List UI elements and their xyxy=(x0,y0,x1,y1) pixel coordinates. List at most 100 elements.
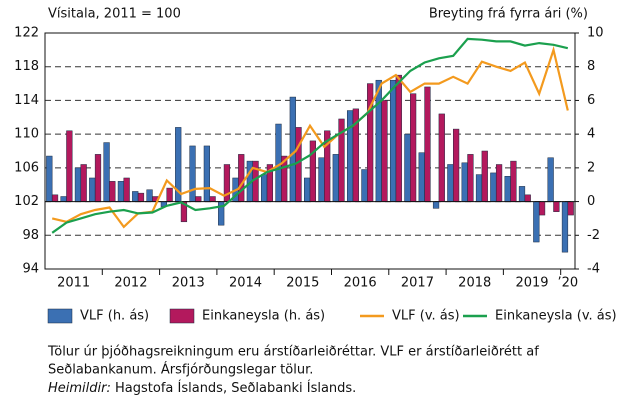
bar xyxy=(94,154,102,202)
bar xyxy=(375,79,382,202)
y-tick-label: 114 xyxy=(14,93,39,108)
y-tick-label: 94 xyxy=(22,262,39,277)
x-tick-label: ’20 xyxy=(557,276,578,291)
x-tick-label: 2017 xyxy=(401,276,434,291)
y2-tick-label: -2 xyxy=(587,228,600,243)
bar xyxy=(103,142,110,202)
bar xyxy=(117,181,125,202)
bar xyxy=(304,177,311,202)
bar xyxy=(518,186,526,202)
y2-axis-label: Breyting frá fyrra ári (%) xyxy=(429,7,588,22)
y-tick-label: 110 xyxy=(14,127,39,142)
bar xyxy=(318,157,325,202)
bar xyxy=(447,164,454,202)
bar xyxy=(504,176,511,202)
bar xyxy=(361,169,368,202)
bar xyxy=(238,154,245,202)
bar xyxy=(275,123,282,202)
y2-tick-label: 2 xyxy=(587,160,595,175)
bar xyxy=(461,162,468,202)
y2-tick-label: 8 xyxy=(587,59,595,74)
bar xyxy=(438,113,445,202)
bar xyxy=(475,174,483,202)
y-tick-label: 106 xyxy=(14,160,39,175)
y-tick-label: 98 xyxy=(22,228,39,243)
legend-label: Einkaneysla (v. ás) xyxy=(495,309,617,324)
bar xyxy=(389,79,397,202)
bar xyxy=(395,74,402,202)
bar xyxy=(524,194,531,202)
bar xyxy=(261,174,268,202)
legend-label: Einkaneysla (h. ás) xyxy=(202,309,325,324)
bar xyxy=(510,160,517,202)
bar xyxy=(89,177,96,202)
bar xyxy=(195,196,202,202)
y-tick-label: 102 xyxy=(14,194,39,209)
note: Seðlabankanum. Ársfjórðungslegar tölur. xyxy=(48,362,313,378)
legend-swatch xyxy=(169,308,195,324)
bar xyxy=(424,86,431,202)
bar xyxy=(289,96,296,202)
bar xyxy=(66,130,73,202)
y2-tick-label: 4 xyxy=(587,127,595,142)
legend-swatch xyxy=(47,308,73,324)
bar xyxy=(553,201,560,212)
bar xyxy=(189,145,196,202)
bar xyxy=(567,201,574,216)
x-tick-label: 2018 xyxy=(458,276,491,291)
y2-tick-label: 0 xyxy=(587,194,595,209)
bar xyxy=(410,93,417,202)
y-axis-label: Vísitala, 2011 = 100 xyxy=(48,7,181,22)
bar xyxy=(481,150,488,202)
bar xyxy=(561,201,569,253)
bar xyxy=(495,164,503,202)
bar xyxy=(346,110,354,202)
bar xyxy=(490,172,497,202)
x-tick-label: 2013 xyxy=(172,276,205,291)
bar xyxy=(203,145,210,202)
bar xyxy=(533,201,540,243)
bar xyxy=(123,177,130,202)
bar xyxy=(46,155,53,202)
plot-frame xyxy=(44,32,576,270)
bar xyxy=(146,189,153,202)
bar xyxy=(74,167,82,202)
x-tick-label: 2011 xyxy=(57,276,90,291)
bar xyxy=(404,133,411,202)
y2-tick-label: -4 xyxy=(587,262,600,277)
legend-label: VLF (v. ás) xyxy=(392,309,460,324)
bar xyxy=(332,154,339,202)
bar xyxy=(60,196,67,202)
y-tick-label: 122 xyxy=(14,26,39,41)
x-tick-label: 2015 xyxy=(286,276,319,291)
source-label: Heimildir: xyxy=(48,381,111,396)
bar xyxy=(166,187,173,202)
bar xyxy=(132,191,139,202)
bar xyxy=(295,127,302,202)
y-tick-label: 118 xyxy=(14,59,39,74)
source-text: Hagstofa Íslands, Seðlabanki Íslands. xyxy=(115,380,356,396)
bar xyxy=(547,157,554,202)
x-tick-label: 2014 xyxy=(229,276,262,291)
source: Heimildir: Hagstofa Íslands, Seðlabanki … xyxy=(48,380,356,396)
x-tick-label: 2016 xyxy=(344,276,377,291)
legend-label: VLF (h. ás) xyxy=(80,309,149,324)
bar xyxy=(538,201,546,216)
line xyxy=(51,37,569,234)
x-tick-label: 2012 xyxy=(114,276,147,291)
y2-tick-label: 6 xyxy=(587,93,595,108)
x-tick-label: 2019 xyxy=(515,276,548,291)
bar xyxy=(418,152,425,202)
note: Tölur úr þjóðhagsreikningum eru árstíðar… xyxy=(47,345,539,360)
y2-tick-label: 10 xyxy=(587,26,604,41)
bar xyxy=(80,164,87,202)
bar xyxy=(51,194,59,202)
bar xyxy=(381,100,388,202)
bar xyxy=(432,201,440,209)
bar xyxy=(452,128,460,202)
bar xyxy=(137,192,145,202)
bar xyxy=(109,181,116,202)
bar xyxy=(467,154,474,202)
bar xyxy=(209,196,216,202)
